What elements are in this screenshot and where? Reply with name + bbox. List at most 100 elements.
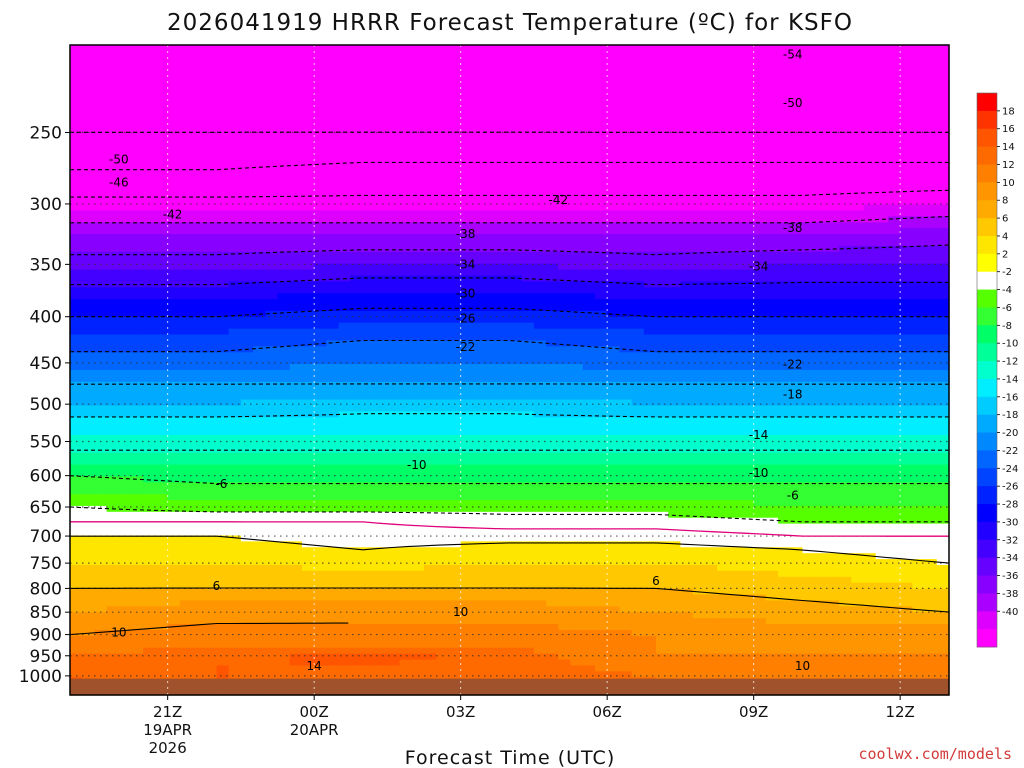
- field-cell: [167, 511, 181, 519]
- field-cell: [314, 299, 327, 306]
- field-cell: [82, 157, 96, 164]
- field-cell: [350, 169, 364, 176]
- field-cell: [118, 186, 132, 194]
- field-cell: [375, 257, 389, 265]
- field-cell: [570, 494, 584, 501]
- field-cell: [436, 582, 450, 590]
- field-cell: [204, 523, 218, 531]
- field-cell: [143, 163, 157, 170]
- field-cell: [179, 588, 193, 596]
- field-cell: [533, 375, 547, 383]
- field-cell: [521, 635, 535, 643]
- field-cell: [533, 299, 547, 306]
- field-cell: [265, 381, 279, 389]
- field-cell: [619, 228, 633, 235]
- field-cell: [106, 334, 120, 342]
- field-cell: [521, 405, 535, 412]
- field-cell: [106, 86, 120, 93]
- field-cell: [118, 405, 132, 412]
- field-cell: [472, 180, 486, 188]
- field-cell: [509, 45, 523, 52]
- field-cell: [363, 275, 376, 282]
- field-cell: [253, 74, 266, 82]
- field-cell: [204, 624, 218, 631]
- field-cell: [70, 263, 83, 271]
- field-cell: [301, 257, 315, 265]
- field-cell: [607, 251, 620, 259]
- field-cell: [228, 204, 242, 212]
- field-cell: [363, 500, 376, 507]
- field-cell: [582, 570, 596, 578]
- field-cell: [472, 163, 486, 170]
- field-cell: [533, 440, 547, 448]
- field-cell: [472, 523, 486, 531]
- field-cell: [424, 245, 437, 253]
- field-cell: [228, 346, 242, 353]
- field-cell: [192, 198, 205, 206]
- field-cell: [314, 352, 327, 359]
- field-cell: [546, 240, 559, 247]
- field-cell: [436, 287, 450, 294]
- field-cell: [582, 423, 596, 430]
- field-cell: [350, 375, 364, 383]
- field-cell: [204, 263, 218, 271]
- field-cell: [326, 110, 340, 117]
- field-cell: [582, 216, 596, 223]
- field-cell: [375, 393, 389, 401]
- field-cell: [350, 364, 364, 371]
- field-cell: [326, 440, 340, 448]
- field-cell: [570, 529, 584, 537]
- field-cell: [521, 358, 535, 365]
- field-cell: [179, 435, 193, 442]
- field-cell: [301, 405, 315, 412]
- field-cell: [521, 647, 535, 655]
- field-cell: [289, 405, 303, 412]
- field-cell: [436, 600, 450, 607]
- field-cell: [558, 169, 572, 176]
- field-cell: [118, 98, 132, 105]
- field-cell: [216, 446, 230, 454]
- field-cell: [338, 240, 352, 247]
- field-cell: [192, 458, 205, 466]
- field-cell: [155, 641, 169, 649]
- field-cell: [411, 346, 425, 353]
- field-cell: [387, 110, 401, 117]
- field-cell: [521, 440, 535, 448]
- field-cell: [118, 204, 132, 212]
- field-cell: [179, 293, 193, 300]
- field-cell: [314, 423, 327, 430]
- field-cell: [533, 305, 547, 312]
- field-cell: [240, 192, 254, 200]
- field-cell: [155, 606, 169, 613]
- field-cell: [106, 364, 120, 371]
- field-cell: [375, 429, 389, 436]
- field-cell: [314, 328, 327, 336]
- field-cell: [289, 423, 303, 430]
- field-cell: [460, 305, 474, 312]
- field-cell: [448, 429, 462, 436]
- field-cell: [448, 328, 462, 336]
- field-cell: [509, 370, 523, 377]
- field-cell: [363, 387, 376, 395]
- field-cell: [338, 139, 352, 147]
- field-cell: [424, 151, 437, 158]
- field-cell: [521, 80, 535, 87]
- field-cell: [228, 56, 242, 64]
- field-cell: [240, 547, 254, 554]
- field-cell: [94, 641, 108, 649]
- field-cell: [240, 163, 254, 170]
- field-cell: [326, 62, 340, 70]
- field-cell: [582, 511, 596, 519]
- field-cell: [179, 423, 193, 430]
- field-cell: [387, 86, 401, 93]
- field-cell: [509, 139, 523, 147]
- field-cell: [497, 293, 511, 300]
- field-cell: [485, 328, 498, 336]
- field-cell: [204, 175, 218, 182]
- field-cell: [265, 180, 279, 188]
- field-cell: [338, 547, 352, 554]
- field-cell: [497, 80, 511, 87]
- field-cell: [253, 240, 266, 247]
- field-cell: [607, 204, 620, 212]
- field-cell: [558, 429, 572, 436]
